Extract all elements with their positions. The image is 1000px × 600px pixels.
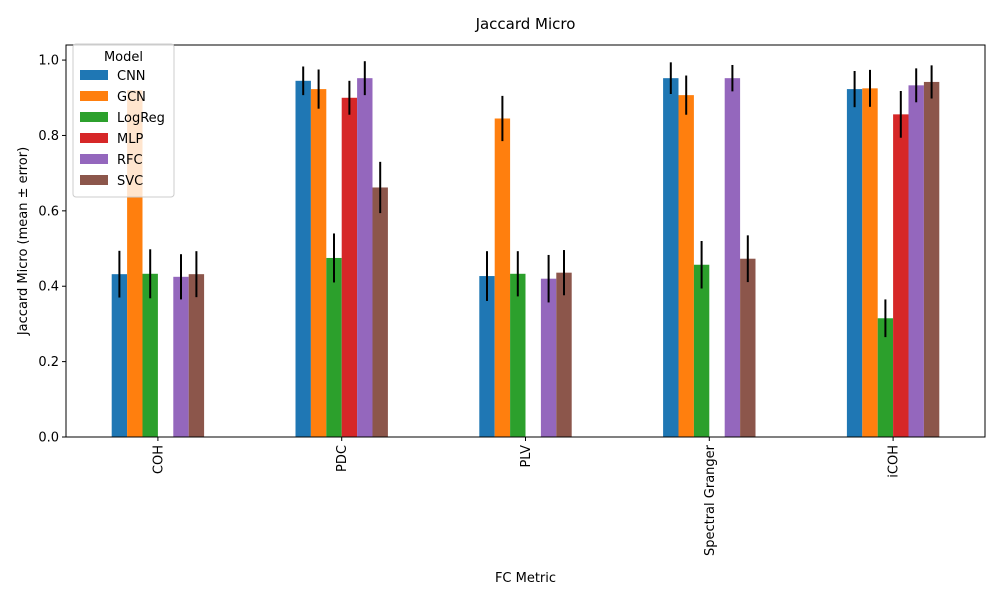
y-axis-label: Jaccard Micro (mean ± error) [16, 147, 31, 336]
error-bars-layer [118, 61, 933, 338]
legend-label-gcn: GCN [117, 90, 146, 105]
legend-swatch-mlp [80, 133, 108, 143]
bar-cnn-3 [663, 78, 679, 438]
legend-label-mlp: MLP [117, 132, 143, 147]
y-tick-label: 0.6 [38, 204, 59, 219]
bar-logreg-4 [877, 318, 894, 437]
bar-cnn-0 [111, 274, 128, 437]
legend-swatch-rfc [80, 154, 108, 164]
bar-gcn-2 [494, 118, 511, 437]
bar-gcn-3 [678, 95, 694, 437]
bars-layer [111, 78, 940, 438]
legend-swatch-logreg [80, 112, 108, 122]
bar-rfc-0 [173, 276, 189, 437]
x-axis-label: FC Metric [495, 571, 556, 586]
legend-label-svc: SVC [117, 174, 143, 189]
bar-mlp-4 [893, 114, 909, 437]
bar-rfc-3 [724, 78, 741, 438]
bar-logreg-0 [142, 273, 158, 437]
y-tick-label: 0.0 [38, 431, 59, 446]
bar-rfc-4 [908, 85, 924, 437]
legend-label-logreg: LogReg [117, 111, 165, 126]
y-tick-label: 0.4 [38, 280, 59, 295]
bar-cnn-1 [295, 80, 311, 438]
y-axis: 0.0 0.2 0.4 0.6 0.8 1.0 [38, 54, 66, 446]
bar-rfc-1 [357, 78, 373, 438]
legend-label-rfc: RFC [117, 153, 143, 168]
x-axis: COH PDC PLV Spectral Granger iCOH [151, 437, 902, 556]
bar-svc-4 [923, 81, 940, 437]
bar-svc-0 [188, 274, 205, 437]
x-tick-label: COH [151, 445, 166, 474]
legend-swatch-cnn [80, 70, 108, 80]
bar-logreg-1 [326, 257, 342, 437]
bar-cnn-2 [479, 276, 495, 437]
bar-gcn-1 [310, 89, 327, 437]
x-tick-label: iCOH [887, 445, 902, 478]
bar-svc-3 [740, 258, 756, 437]
bar-mlp-1 [341, 97, 358, 438]
chart-title: Jaccard Micro [475, 15, 576, 33]
bar-svc-2 [556, 272, 572, 437]
legend-swatch-gcn [80, 91, 108, 101]
legend-label-cnn: CNN [117, 69, 146, 84]
bar-rfc-2 [540, 278, 557, 437]
y-tick-label: 1.0 [38, 54, 59, 69]
x-tick-label: PDC [335, 445, 350, 472]
bar-gcn-4 [862, 88, 878, 437]
y-tick-label: 0.8 [38, 129, 59, 144]
legend[interactable]: Model CNN GCN LogReg MLP RFC SVC [72, 43, 175, 198]
bar-logreg-2 [510, 273, 526, 437]
bar-svc-1 [372, 187, 388, 437]
x-tick-label: PLV [519, 445, 534, 468]
bar-cnn-4 [846, 89, 863, 437]
x-tick-label: Spectral Granger [703, 444, 718, 556]
bar-logreg-3 [693, 264, 710, 437]
legend-title: Model [104, 50, 143, 65]
legend-swatch-svc [80, 175, 108, 185]
y-tick-label: 0.2 [38, 355, 59, 370]
